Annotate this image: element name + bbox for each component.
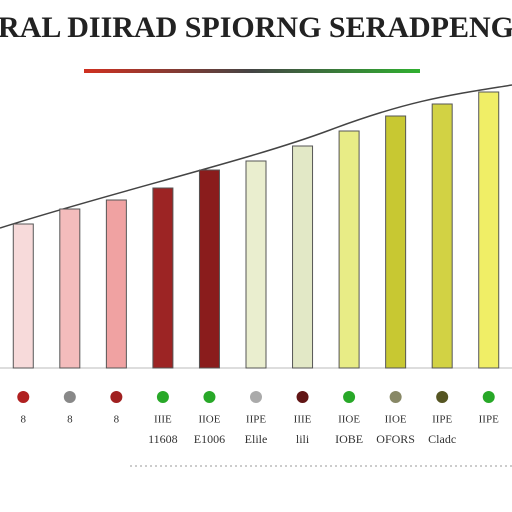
- bar: [338, 130, 360, 369]
- bar: [292, 145, 314, 369]
- x-sub-label: IOBE: [335, 432, 363, 446]
- marker-dot: [389, 391, 402, 403]
- x-sub-label: OFORS: [376, 432, 415, 446]
- title-rule: [84, 69, 420, 73]
- bar: [59, 208, 81, 369]
- marker-dot: [17, 391, 30, 403]
- x-tick-label: IIPE: [479, 414, 499, 426]
- bar: [198, 169, 220, 369]
- x-tick-label: IIIE: [294, 414, 312, 426]
- marker-dot: [436, 391, 449, 403]
- marker-dot: [343, 391, 356, 403]
- x-tick-label: 8: [114, 414, 120, 426]
- x-sub-label: lili: [296, 432, 310, 446]
- x-tick-label: IIOE: [198, 414, 220, 426]
- x-sub-label: Cladc: [428, 432, 456, 446]
- x-sub-label: 11608: [148, 432, 178, 446]
- marker-dot: [156, 391, 169, 403]
- bar: [152, 187, 174, 369]
- bar: [105, 199, 127, 369]
- bar: [478, 91, 500, 369]
- marker-dot: [250, 391, 262, 403]
- marker-dot: [482, 391, 495, 403]
- bar: [245, 160, 267, 369]
- marker-dot: [110, 391, 123, 403]
- trend-curve: [0, 84, 512, 229]
- bar: [12, 223, 34, 369]
- x-tick-label: 8: [21, 414, 27, 426]
- x-tick-label: IIOE: [385, 414, 407, 426]
- x-tick-label: IIIE: [154, 414, 172, 426]
- marker-dot: [203, 391, 216, 403]
- bar: [431, 103, 453, 369]
- bar: [385, 115, 407, 369]
- marker-dot: [63, 391, 76, 403]
- chart-title: RAL DIIRAD SPIORNG SERADPENG: [0, 11, 512, 44]
- x-tick-label: 8: [67, 414, 73, 426]
- x-tick-label: IIPE: [432, 414, 452, 426]
- marker-dot: [296, 391, 309, 403]
- x-sub-label: Elile: [245, 432, 268, 446]
- x-sub-label: E1006: [194, 432, 225, 446]
- x-tick-label: IIPE: [246, 414, 266, 426]
- x-tick-label: IIOE: [338, 414, 360, 426]
